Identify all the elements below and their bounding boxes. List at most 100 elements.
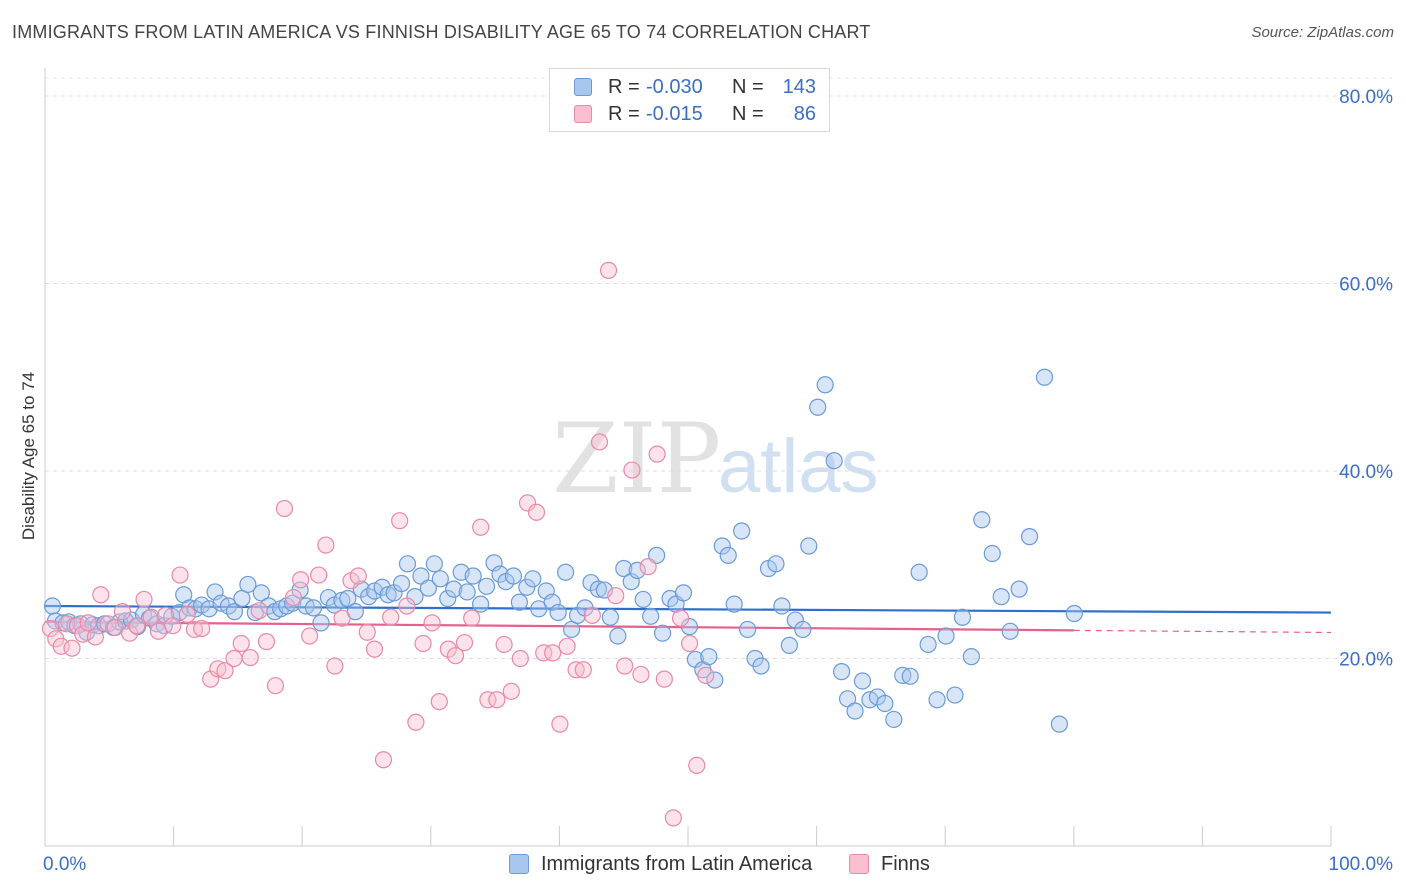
point-finns [567, 661, 585, 679]
trend-lines [44, 604, 1332, 634]
point-finns [697, 666, 715, 684]
tick-labels: 20.0% 40.0% 60.0% 80.0% 0.0% 100.0% [43, 87, 1393, 875]
point-latin-america [43, 597, 62, 615]
y-axis-label: Disability Age 65 to 74 [19, 372, 38, 540]
axes [44, 68, 1332, 847]
trend-finns-extension [1073, 629, 1332, 634]
point-finns [655, 670, 673, 688]
point-finns [472, 518, 490, 536]
point-latin-america [477, 577, 496, 595]
point-finns [216, 662, 234, 680]
point-finns [688, 756, 706, 774]
point-latin-america [876, 694, 894, 713]
trend-latin-america [44, 604, 1332, 614]
point-finns [680, 634, 699, 653]
trend-finns [44, 620, 1074, 632]
point-finns [241, 648, 259, 667]
point-finns [446, 647, 465, 665]
point-finns [225, 649, 243, 668]
y-tick-label: 20.0% [1339, 650, 1393, 671]
point-finns [551, 715, 569, 733]
x-tick-label-min: 0.0% [43, 854, 86, 875]
point-finns [430, 693, 448, 711]
point-latin-america [780, 636, 798, 654]
point-finns [488, 691, 506, 709]
point-latin-america [937, 627, 955, 645]
point-finns [639, 558, 657, 576]
point-latin-america [946, 686, 964, 704]
x-tick-label-max: 100.0% [1329, 854, 1394, 875]
point-finns [671, 609, 690, 627]
point-finns [86, 628, 105, 646]
legend-n-label: N = [732, 75, 764, 98]
point-finns [135, 590, 153, 609]
bottom-legend-latin-america: Immigrants from Latin America [509, 852, 812, 876]
point-latin-america [312, 614, 330, 632]
point-latin-america [419, 579, 437, 597]
point-latin-america [919, 635, 937, 654]
watermark-atlas: atlas [718, 424, 879, 509]
point-latin-america [1035, 368, 1054, 386]
point-finns [128, 617, 146, 635]
bottom-legend-label-finns: Finns [881, 852, 930, 875]
point-finns [292, 571, 310, 589]
watermark: ZIP atlas [552, 403, 879, 515]
point-finns [664, 809, 682, 827]
point-latin-america [733, 522, 751, 540]
point-latin-america [458, 583, 476, 601]
point-latin-america [928, 691, 946, 709]
point-latin-america [910, 563, 928, 581]
point-latin-america [816, 376, 834, 394]
point-finns [623, 461, 641, 479]
point-finns [275, 499, 294, 518]
point-latin-america [557, 563, 575, 581]
point-latin-america [510, 593, 528, 611]
point-finns [41, 619, 60, 638]
point-latin-america [809, 398, 827, 416]
point-latin-america [628, 561, 646, 579]
point-latin-america [901, 667, 919, 685]
point-latin-america [825, 452, 843, 470]
legend-swatch-finns [574, 105, 592, 123]
point-latin-america [983, 544, 1001, 563]
point-latin-america [339, 589, 357, 608]
point-latin-america [653, 624, 672, 642]
point-latin-america [392, 574, 411, 593]
point-latin-america [713, 537, 731, 555]
point-finns [317, 536, 335, 554]
point-finns [63, 639, 81, 657]
bottom-legend-label-latin-america: Immigrants from Latin America [541, 852, 813, 875]
point-finns [590, 433, 609, 451]
point-latin-america [773, 597, 791, 615]
point-latin-america [471, 595, 490, 613]
point-latin-america [700, 648, 718, 666]
point-latin-america [1001, 622, 1019, 640]
point-finns [257, 633, 276, 651]
point-finns [558, 637, 576, 655]
legend-swatch-latin-america [574, 78, 592, 96]
point-latin-america [832, 663, 851, 681]
point-latin-america [1020, 528, 1039, 546]
point-finns [52, 637, 70, 655]
point-latin-america [1010, 580, 1028, 598]
point-finns [326, 657, 344, 675]
legend-row-latin-america: R = -0.030 N = 143 [574, 75, 816, 99]
point-latin-america [615, 559, 633, 578]
point-latin-america [1065, 604, 1083, 623]
y-tick-label: 60.0% [1339, 275, 1393, 296]
point-finns [266, 677, 285, 695]
point-finns [632, 665, 650, 684]
point-finns [301, 627, 319, 645]
point-finns [518, 494, 537, 512]
point-latin-america [284, 594, 302, 612]
point-finns [583, 606, 601, 624]
point-finns [333, 609, 351, 627]
point-latin-america [1050, 715, 1068, 733]
point-latin-america [706, 671, 724, 689]
legend-r-value: -0.030 [646, 75, 703, 98]
point-finns [365, 640, 384, 658]
point-finns [178, 605, 196, 624]
point-latin-america [524, 570, 542, 588]
point-latin-america [767, 555, 785, 573]
